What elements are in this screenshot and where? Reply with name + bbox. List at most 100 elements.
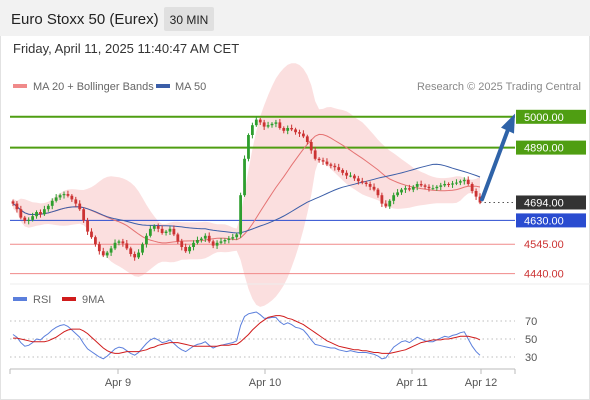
candle — [196, 236, 199, 245]
candle — [11, 199, 15, 207]
candle — [411, 185, 415, 193]
candle — [188, 245, 191, 254]
level-label-4694.00: 4694.00 — [524, 197, 564, 209]
target-arrow — [480, 113, 515, 202]
candle — [431, 184, 435, 190]
candle — [15, 201, 19, 213]
candle — [274, 119, 278, 128]
level-label-bg-4694.00 — [516, 195, 586, 210]
candle — [70, 194, 74, 202]
header-bar — [0, 0, 590, 36]
candle — [360, 177, 364, 185]
candle — [254, 116, 258, 127]
timeframe-badge[interactable] — [164, 7, 214, 31]
candle — [290, 124, 294, 132]
candle — [160, 225, 164, 235]
candle — [337, 163, 341, 172]
candle — [396, 189, 399, 197]
candle — [227, 236, 231, 244]
candle — [474, 188, 478, 200]
candle — [148, 225, 152, 238]
candle — [392, 192, 396, 205]
candle — [152, 224, 156, 232]
candle — [199, 236, 203, 243]
candle — [184, 243, 188, 253]
candle — [133, 251, 137, 261]
candle — [31, 212, 35, 222]
level-label-bg-4630.00 — [516, 213, 586, 228]
candle — [415, 181, 419, 191]
candle — [19, 205, 23, 220]
timeframe-label: 30 MIN — [170, 13, 209, 27]
x-tick-label: Apr 12 — [465, 377, 497, 389]
candle — [388, 199, 392, 209]
target-arrow-head — [501, 113, 515, 134]
candle — [164, 229, 168, 236]
candle — [27, 217, 31, 225]
candle — [278, 119, 282, 130]
rsi-panel: 70 50 30 — [10, 311, 537, 364]
candle — [46, 204, 50, 212]
candle — [349, 172, 352, 178]
rsi-legend-swatch — [13, 297, 27, 301]
candle — [250, 122, 254, 139]
ma50-legend-label: MA 50 — [175, 81, 206, 93]
candle — [137, 249, 140, 260]
credit-text: Research © 2025 Trading Central — [417, 81, 581, 93]
candle — [368, 181, 372, 191]
candle — [317, 157, 321, 163]
candle — [353, 173, 356, 181]
candle — [145, 233, 148, 248]
candle — [372, 183, 376, 192]
level-label-5000.00: 5000.00 — [524, 112, 564, 124]
ma50-line — [12, 163, 481, 234]
candle — [333, 163, 337, 171]
candle — [203, 233, 207, 242]
candle — [23, 215, 27, 224]
candle — [86, 217, 89, 235]
ma50-legend-swatch — [156, 84, 170, 88]
candle — [286, 125, 290, 135]
candle — [172, 225, 176, 237]
candle — [435, 185, 439, 191]
level-label-4440.00: 4440.00 — [524, 269, 564, 281]
rsi-ma-line — [13, 315, 481, 354]
rsi-line — [12, 311, 481, 360]
rsi-legend-label: RSI — [33, 294, 51, 306]
candle — [325, 158, 329, 167]
ma20-legend-swatch — [13, 84, 27, 88]
candle — [321, 157, 325, 165]
candle — [356, 175, 360, 185]
candle — [345, 170, 348, 179]
candle — [466, 176, 470, 186]
candle — [78, 200, 82, 211]
level-label-4630.00: 4630.00 — [524, 215, 564, 227]
candle — [423, 183, 427, 190]
candle — [239, 192, 243, 238]
candle — [129, 246, 133, 257]
candle — [458, 179, 462, 186]
candle — [62, 191, 66, 199]
candle — [219, 238, 223, 245]
candle — [243, 155, 246, 197]
candle — [266, 121, 270, 129]
candle — [211, 239, 215, 249]
candle — [302, 130, 305, 139]
candle — [101, 247, 105, 258]
candle — [105, 250, 109, 258]
candle — [439, 182, 443, 191]
candle — [113, 239, 117, 251]
bollinger-band-area — [13, 63, 480, 307]
candle — [282, 126, 286, 134]
candle — [262, 119, 266, 130]
bollinger-band — [13, 63, 480, 307]
candle — [427, 184, 431, 192]
candle — [313, 147, 317, 161]
candle — [231, 233, 235, 241]
candle — [94, 235, 97, 247]
candle — [97, 241, 101, 255]
level-labels: 5000.00 4890.00 4694.00 4630.00 4545.00 4440.… — [516, 109, 586, 281]
x-axis-ticks: Apr 9 Apr 10 Apr 11 Apr 12 — [9, 369, 516, 389]
candle — [66, 190, 70, 198]
